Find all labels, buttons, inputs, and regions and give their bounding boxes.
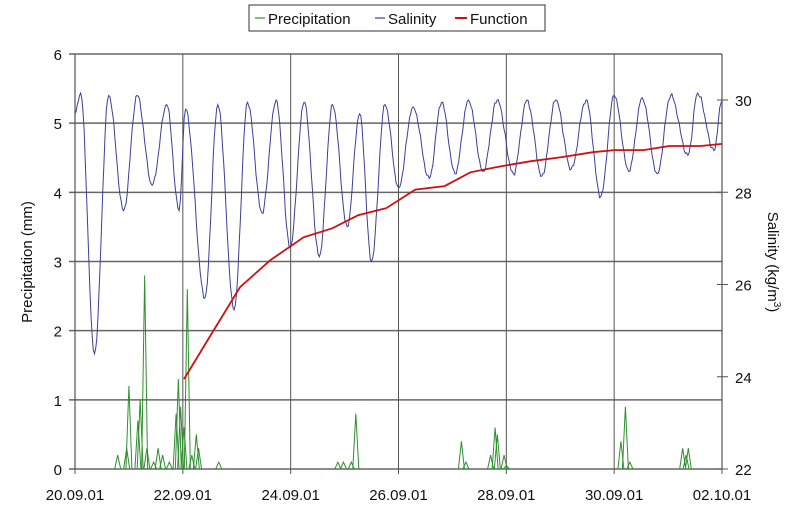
legend-box xyxy=(248,4,546,32)
precipitation-spike xyxy=(134,420,142,470)
precipitation-spike xyxy=(491,427,499,470)
y-right-tick-label: 22 xyxy=(735,462,752,479)
y-left-axis-label: Precipitation (mm) xyxy=(19,201,36,323)
y-right-label-text: Salinity (kg/m xyxy=(764,212,781,302)
precipitation-spike xyxy=(114,455,122,470)
precipitation-spike xyxy=(457,441,465,470)
salinity-line xyxy=(74,91,723,356)
y-left-tick-label: 6 xyxy=(54,47,62,64)
function-line xyxy=(183,143,723,380)
precipitation-spike xyxy=(679,448,687,470)
y-right-tick-label: 24 xyxy=(735,370,752,387)
y-right-tick-label: 28 xyxy=(735,185,752,202)
legend: Precipitation Salinity Function xyxy=(248,4,546,32)
precipitation-spike xyxy=(154,448,162,470)
precipitation-spike xyxy=(334,460,342,470)
precipitation-spike xyxy=(165,460,173,470)
y-left-tick-label: 0 xyxy=(54,462,62,479)
y-right-label-end: ) xyxy=(764,307,781,312)
x-tick-label: 20.09.01 xyxy=(46,487,104,504)
precipitation-spike xyxy=(174,379,182,470)
x-tick-label: 24.09.01 xyxy=(261,487,319,504)
precipitation-spike xyxy=(141,275,149,470)
precipitation-spike xyxy=(125,385,133,470)
plot-marks xyxy=(74,91,723,470)
precipitation-spike xyxy=(192,434,200,470)
legend-label-salinity: Salinity xyxy=(388,11,437,28)
y-left-tick-label: 5 xyxy=(54,116,62,133)
y-right-label-sup: 3 xyxy=(771,302,782,308)
precipitation-spike xyxy=(684,448,692,470)
precipitation-spike xyxy=(626,460,634,470)
precipitation-spike xyxy=(215,460,223,470)
precipitation-spike xyxy=(621,406,629,470)
precipitation-spike xyxy=(340,460,347,470)
grid xyxy=(69,53,723,474)
precipitation-spike xyxy=(180,427,188,470)
y-left-tick-label: 2 xyxy=(54,324,62,341)
y-left-tick-label: 3 xyxy=(54,255,62,272)
precipitation-spike xyxy=(493,434,501,470)
y-left-tick-label: 1 xyxy=(54,393,62,410)
precipitation-spike xyxy=(500,455,508,470)
precipitation-spike xyxy=(195,448,203,470)
x-tick-label: 30.09.01 xyxy=(585,487,643,504)
x-tick-label: 22.09.01 xyxy=(154,487,212,504)
x-tick-label: 02.10.01 xyxy=(693,487,751,504)
y-right-tick-label: 26 xyxy=(735,278,752,295)
x-tick-label: 28.09.01 xyxy=(477,487,535,504)
axes: 0 1 2 3 4 5 6 20.09.01 22.09.01 24.09.01 26.09.01 2… xyxy=(46,47,752,504)
y-left-tick-label: 4 xyxy=(54,185,62,202)
precipitation-spike xyxy=(502,464,510,470)
y-right-tick-label: 30 xyxy=(735,93,752,110)
y-right-axis-label: Salinity (kg/m3) xyxy=(764,212,782,313)
precipitation-spike xyxy=(682,455,690,470)
precipitation-spike xyxy=(352,413,360,470)
legend-label-function: Function xyxy=(470,11,528,28)
x-tick-label: 26.09.01 xyxy=(369,487,427,504)
precipitation-spike xyxy=(462,460,470,470)
precipitation-spike xyxy=(159,455,167,470)
precipitation-spike xyxy=(143,448,151,470)
precipitation-spike xyxy=(183,289,191,470)
legend-label-precipitation: Precipitation xyxy=(268,11,351,28)
